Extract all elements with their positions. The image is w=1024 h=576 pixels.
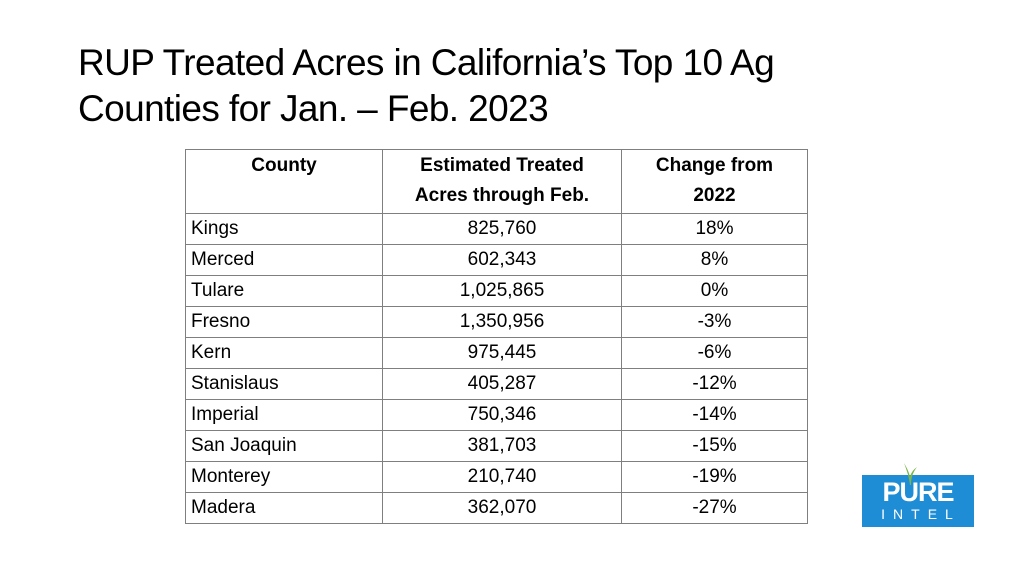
table-row: Tulare 1,025,865 0%: [185, 275, 808, 307]
county-cell: Imperial: [185, 399, 383, 431]
acres-cell: 750,346: [382, 399, 622, 431]
change-cell: -27%: [621, 492, 808, 524]
table-row: Madera 362,070 -27%: [185, 492, 808, 524]
title-line-1: RUP Treated Acres in California’s Top 10…: [78, 42, 775, 83]
sprout-icon: [904, 463, 917, 485]
change-cell: 0%: [621, 275, 808, 307]
table-row: Kings 825,760 18%: [185, 213, 808, 245]
county-cell: Kern: [185, 337, 383, 369]
table-row: Kern 975,445 -6%: [185, 337, 808, 369]
county-cell: Kings: [185, 213, 383, 245]
county-cell: Fresno: [185, 306, 383, 338]
change-cell: -14%: [621, 399, 808, 431]
rup-acres-table: County Estimated Treated Acres through F…: [185, 149, 808, 524]
acres-cell: 405,287: [382, 368, 622, 400]
change-cell: 8%: [621, 244, 808, 276]
county-cell: Merced: [185, 244, 383, 276]
pure-intel-logo: PURE INTEL: [862, 463, 974, 527]
change-cell: -3%: [621, 306, 808, 338]
table-row: Merced 602,343 8%: [185, 244, 808, 276]
county-cell: Tulare: [185, 275, 383, 307]
change-cell: 18%: [621, 213, 808, 245]
table-row: Monterey 210,740 -19%: [185, 461, 808, 493]
logo-pure-text: PURE: [882, 477, 954, 507]
slide-title: RUP Treated Acres in California’s Top 10…: [78, 40, 958, 132]
header-acres: Estimated Treated Acres through Feb.: [382, 149, 622, 214]
acres-cell: 210,740: [382, 461, 622, 493]
county-cell: Monterey: [185, 461, 383, 493]
acres-cell: 975,445: [382, 337, 622, 369]
table-header-row: County Estimated Treated Acres through F…: [185, 149, 808, 214]
change-cell: -12%: [621, 368, 808, 400]
county-cell: Madera: [185, 492, 383, 524]
acres-cell: 381,703: [382, 430, 622, 462]
header-change: Change from 2022: [621, 149, 808, 214]
acres-cell: 825,760: [382, 213, 622, 245]
acres-cell: 1,350,956: [382, 306, 622, 338]
change-cell: -6%: [621, 337, 808, 369]
change-cell: -15%: [621, 430, 808, 462]
logo-intel-text: INTEL: [881, 506, 961, 522]
header-county: County: [185, 149, 383, 214]
acres-cell: 1,025,865: [382, 275, 622, 307]
change-cell: -19%: [621, 461, 808, 493]
table-row: Stanislaus 405,287 -12%: [185, 368, 808, 400]
county-cell: Stanislaus: [185, 368, 383, 400]
table-row: Imperial 750,346 -14%: [185, 399, 808, 431]
table-row: Fresno 1,350,956 -3%: [185, 306, 808, 338]
title-line-2: Counties for Jan. – Feb. 2023: [78, 88, 549, 129]
acres-cell: 362,070: [382, 492, 622, 524]
acres-cell: 602,343: [382, 244, 622, 276]
county-cell: San Joaquin: [185, 430, 383, 462]
table-row: San Joaquin 381,703 -15%: [185, 430, 808, 462]
